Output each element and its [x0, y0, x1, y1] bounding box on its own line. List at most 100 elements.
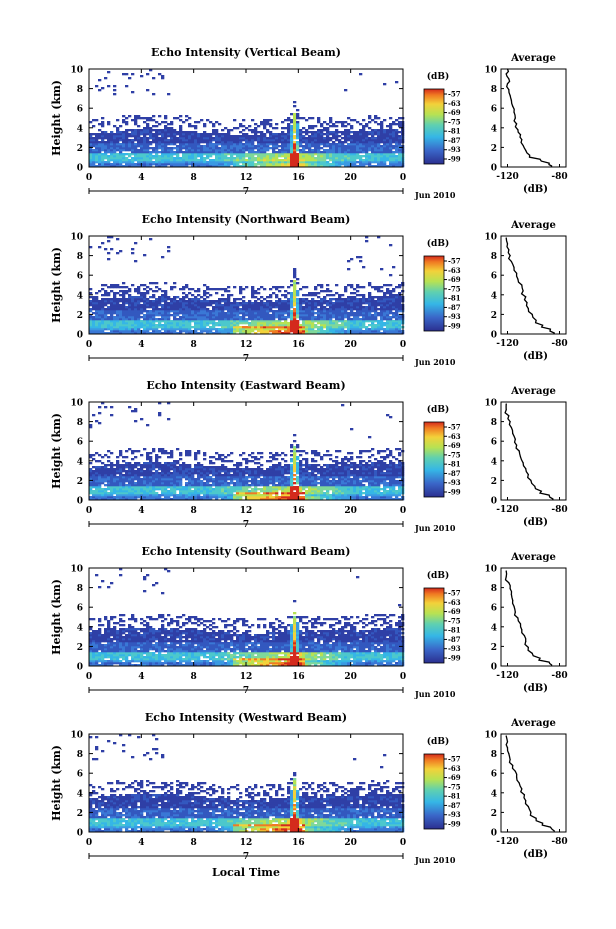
heatmap-cell — [188, 328, 192, 331]
heatmap-cell — [287, 133, 291, 136]
heatmap-cell — [284, 306, 288, 309]
heatmap-cell — [110, 466, 114, 469]
heatmap-cell — [173, 318, 177, 321]
heatmap-cell — [107, 306, 111, 309]
heatmap-cell — [254, 147, 258, 150]
heatmap-cell — [185, 308, 189, 311]
heatmap-cell — [323, 155, 327, 158]
heatmap-cell — [152, 147, 156, 150]
heatmap-cell — [131, 151, 135, 154]
heatmap-cell — [164, 478, 168, 481]
heatmap-cell — [158, 165, 162, 168]
heatmap-cell — [335, 163, 339, 166]
heatmap-cell — [290, 324, 294, 327]
heatmap-cell — [380, 304, 384, 307]
heatmap-cell — [164, 115, 168, 118]
heatmap-cell — [356, 133, 360, 136]
heatmap-cell — [329, 143, 333, 146]
heatmap-cell — [284, 141, 288, 144]
heatmap-cell — [272, 312, 276, 315]
heatmap-cell — [341, 163, 345, 166]
heatmap-cell — [311, 163, 315, 166]
heatmap-cell — [194, 153, 198, 156]
heatmap-cell — [92, 470, 96, 473]
heatmap-cell — [176, 151, 180, 154]
heatmap-cell — [392, 135, 396, 138]
heatmap-cell — [392, 161, 396, 164]
heatmap-cell — [125, 498, 129, 501]
heatmap-cell — [224, 165, 228, 168]
heatmap-cell — [122, 326, 126, 329]
heatmap-cell — [260, 308, 264, 311]
heatmap-cell — [392, 266, 396, 269]
heatmap-cell — [212, 318, 216, 321]
heatmap-cell — [122, 474, 126, 477]
heatmap-cell — [89, 490, 93, 493]
heatmap-cell — [185, 498, 189, 501]
heatmap-cell — [104, 492, 108, 495]
heatmap-cell — [377, 145, 381, 148]
heatmap-cell — [389, 312, 393, 315]
heatmap-cell — [191, 314, 195, 317]
heatmap-cell — [140, 482, 144, 485]
heatmap-cell — [95, 157, 99, 160]
heatmap-cell — [221, 304, 225, 307]
heatmap-cell — [380, 153, 384, 156]
heatmap-cell — [305, 161, 309, 164]
heatmap-cell — [326, 288, 330, 291]
heatmap-cell — [293, 135, 297, 138]
heatmap-cell — [221, 324, 225, 327]
heatmap-cell — [317, 322, 321, 325]
heatmap-cell — [128, 482, 132, 485]
heatmap-cell — [374, 159, 378, 162]
heatmap-cell — [173, 484, 177, 487]
heatmap-cell — [116, 486, 120, 489]
heatmap-cell — [200, 320, 204, 323]
heatmap-cell — [173, 135, 177, 138]
heatmap-cell — [161, 304, 165, 307]
heatmap-cell — [194, 133, 198, 136]
heatmap-cell — [200, 302, 204, 305]
heatmap-cell — [134, 153, 138, 156]
heatmap-cell — [239, 137, 243, 140]
heatmap-cell — [182, 139, 186, 142]
heatmap-cell — [206, 312, 210, 315]
heatmap-cell — [116, 472, 120, 475]
heatmap-cell — [347, 157, 351, 160]
heatmap-cell — [176, 133, 180, 136]
heatmap-cell — [299, 155, 303, 158]
heatmap-cell — [194, 121, 198, 124]
heatmap-cell — [308, 131, 312, 134]
heatmap-cell — [392, 157, 396, 160]
heatmap-cell — [275, 306, 279, 309]
heatmap-cell — [116, 476, 120, 479]
heatmap-cell — [305, 306, 309, 309]
heatmap-cell — [170, 322, 174, 325]
heatmap-cell — [125, 462, 129, 465]
heatmap-cell — [146, 472, 150, 475]
heatmap-cell — [146, 478, 150, 481]
heatmap-cell — [353, 119, 357, 122]
heatmap-cell — [182, 153, 186, 156]
heatmap-cell — [350, 324, 354, 327]
heatmap-cell — [236, 159, 240, 162]
heatmap-cell — [254, 290, 258, 293]
heatmap-cell — [317, 332, 321, 335]
heatmap-cell — [146, 149, 150, 152]
heatmap-cell — [398, 163, 402, 166]
heatmap-cell — [386, 151, 390, 154]
heatmap-cell — [239, 157, 243, 160]
heatmap-cell — [356, 157, 360, 160]
heatmap-cell — [221, 141, 225, 144]
heatmap-cell — [359, 147, 363, 150]
heatmap-cell — [149, 135, 153, 138]
heatmap-cell — [161, 153, 165, 156]
profile-point — [542, 324, 544, 326]
heatmap-cell — [131, 119, 135, 122]
heatmap-cell — [92, 139, 96, 142]
heatmap-cell — [188, 470, 192, 473]
heatmap-cell — [101, 492, 105, 495]
heatmap-cell — [221, 159, 225, 162]
heatmap-cell — [353, 300, 357, 303]
heatmap-cell — [254, 304, 258, 307]
